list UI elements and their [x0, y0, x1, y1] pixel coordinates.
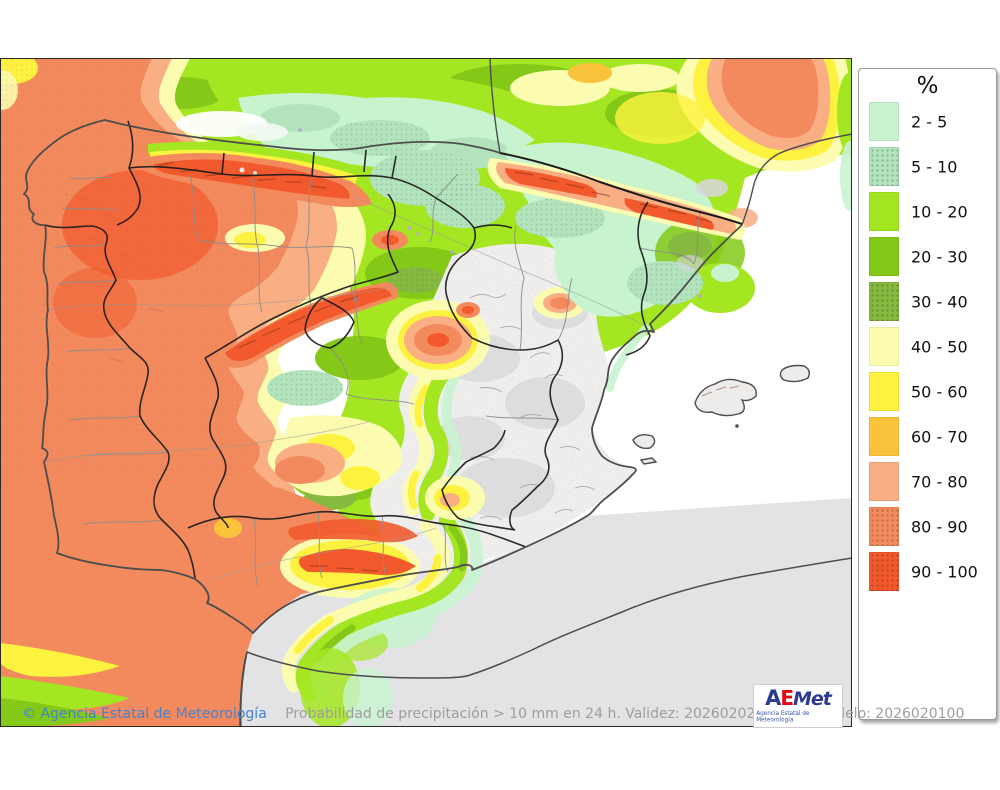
- legend-label: 70 - 80: [911, 472, 968, 491]
- legend-label: 5 - 10: [911, 157, 958, 176]
- legend-row: 20 - 30: [859, 234, 996, 279]
- legend-swatch: [869, 462, 899, 501]
- spain-precipitation-map: [0, 58, 852, 727]
- balearic-islands: [632, 364, 811, 465]
- logo-word-met: Met: [793, 687, 832, 710]
- legend-row: 50 - 60: [859, 369, 996, 414]
- legend-label: 10 - 20: [911, 202, 968, 221]
- legend-swatch: [869, 102, 899, 141]
- province-borders-layer: [53, 173, 701, 587]
- coastline-layer: [23, 58, 852, 727]
- legend-row: 10 - 20: [859, 189, 996, 234]
- logo-letter-e: E: [780, 685, 794, 710]
- copyright-text: © Agencia Estatal de Meteorología: [22, 706, 267, 722]
- probability-legend: % 2 - 5 5 - 10 10 - 20 20 - 30 30 - 40 40 - 5…: [858, 68, 997, 720]
- logo-letter-a: A: [765, 685, 781, 710]
- legend-swatch: [869, 147, 899, 186]
- legend-label: 90 - 100: [911, 562, 978, 581]
- aemet-logo: AEMet Agencia Estatal de Meteorología: [753, 684, 843, 728]
- legend-title: %: [916, 73, 939, 99]
- legend-swatch: [869, 417, 899, 456]
- aemet-logo-wordmark: AEMet: [765, 685, 832, 710]
- legend-label: 2 - 5: [911, 112, 948, 131]
- legend-swatch: [869, 507, 899, 546]
- legend-row: 2 - 5: [859, 99, 996, 144]
- legend-label: 20 - 30: [911, 247, 968, 266]
- map-canvas: [0, 58, 852, 727]
- legend-row: 30 - 40: [859, 279, 996, 324]
- legend-label: 50 - 60: [911, 382, 968, 401]
- relief-texture-layer: [79, 161, 713, 572]
- map-description-text: Probabilidad de precipitación > 10 mm en…: [285, 706, 965, 722]
- legend-swatch: [869, 237, 899, 276]
- legend-rows: 2 - 5 5 - 10 10 - 20 20 - 30 30 - 40 40 - 50 5…: [859, 99, 996, 594]
- logo-subtitle: Agencia Estatal de Meteorología: [756, 709, 810, 724]
- legend-label: 40 - 50: [911, 337, 968, 356]
- legend-swatch: [869, 282, 899, 321]
- legend-swatch: [869, 327, 899, 366]
- legend-row: 40 - 50: [859, 324, 996, 369]
- legend-row: 80 - 90: [859, 504, 996, 549]
- admin-borders-layer: [44, 120, 651, 579]
- legend-label: 80 - 90: [911, 517, 968, 536]
- mallorca-relief: [701, 385, 740, 397]
- legend-swatch: [869, 372, 899, 411]
- legend-swatch: [869, 552, 899, 591]
- legend-row: 60 - 70: [859, 414, 996, 459]
- legend-row: 90 - 100: [859, 549, 996, 594]
- legend-label: 30 - 40: [911, 292, 968, 311]
- map-frame: [0, 58, 852, 727]
- legend-row: 70 - 80: [859, 459, 996, 504]
- legend-swatch: [869, 192, 899, 231]
- legend-row: 5 - 10: [859, 144, 996, 189]
- legend-label: 60 - 70: [911, 427, 968, 446]
